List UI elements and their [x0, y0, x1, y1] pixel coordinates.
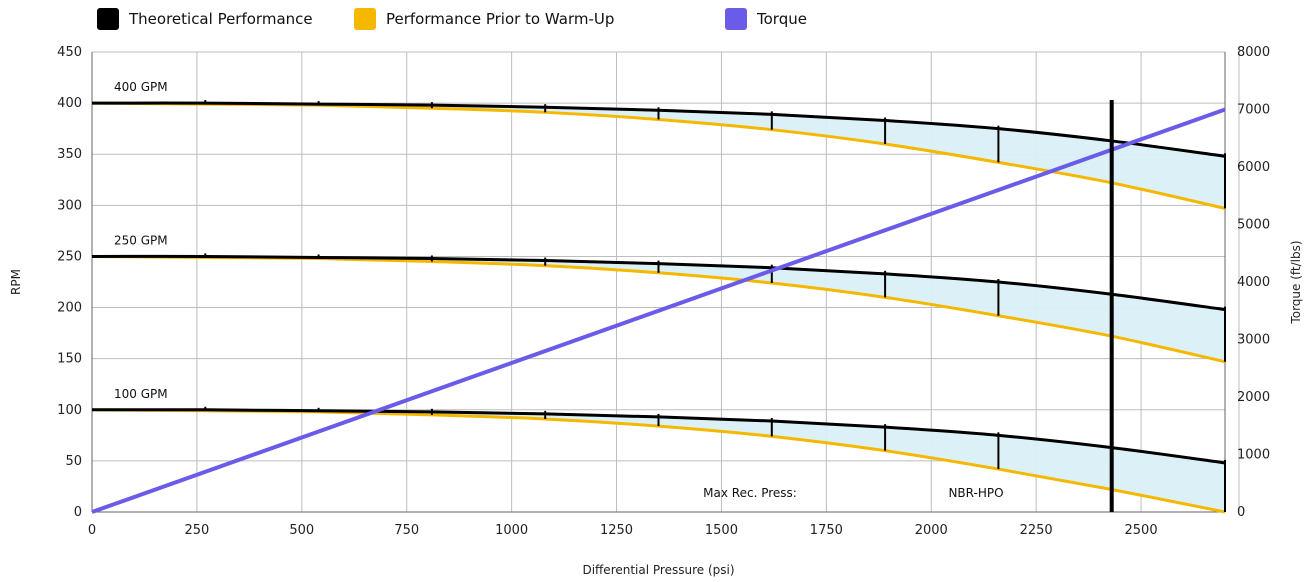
legend-item-theoretical: Theoretical Performance	[97, 8, 313, 30]
y-tick-label: 450	[57, 45, 82, 60]
legend-swatch-prior-warmup	[354, 8, 376, 30]
x-tick-label: 1250	[600, 523, 633, 538]
y-tick-label: 150	[57, 352, 82, 367]
y-axis-title: RPM	[9, 269, 23, 295]
x-tick-label: 2250	[1020, 523, 1053, 538]
y-tick-label: 400	[57, 96, 82, 111]
x-tick-label: 500	[289, 523, 314, 538]
y2-tick-label: 6000	[1237, 160, 1270, 175]
x-tick-label: 0	[88, 523, 96, 538]
y-tick-label: 300	[57, 198, 82, 213]
flow-label: 250 GPM	[114, 233, 168, 247]
x-tick-label: 250	[184, 523, 209, 538]
legend-label-prior-warmup: Performance Prior to Warm-Up	[386, 10, 615, 28]
y-tick-label: 50	[65, 454, 82, 469]
y-tick-label: 200	[57, 301, 82, 316]
y2-tick-label: 1000	[1237, 448, 1270, 463]
y2-tick-label: 7000	[1237, 103, 1270, 118]
y-tick-label: 350	[57, 147, 82, 162]
max-rec-press-tag: NBR-HPO	[948, 486, 1003, 500]
y2-tick-label: 0	[1237, 505, 1245, 520]
legend-item-torque: Torque	[725, 8, 807, 30]
performance-gap-fill	[92, 103, 1225, 209]
legend: Theoretical Performance Performance Prio…	[0, 8, 1310, 36]
y-tick-label: 0	[74, 505, 82, 520]
legend-swatch-theoretical	[97, 8, 119, 30]
y2-tick-label: 2000	[1237, 390, 1270, 405]
flow-label: 100 GPM	[114, 387, 168, 401]
legend-item-prior-warmup: Performance Prior to Warm-Up	[354, 8, 614, 30]
legend-swatch-torque	[725, 8, 747, 30]
x-tick-label: 1500	[705, 523, 738, 538]
y2-tick-label: 3000	[1237, 333, 1270, 348]
max-rec-press-label: Max Rec. Press:	[703, 486, 797, 500]
y-tick-label: 100	[57, 403, 82, 418]
flow-label: 400 GPM	[114, 80, 168, 94]
legend-label-theoretical: Theoretical Performance	[129, 10, 313, 28]
y2-tick-label: 5000	[1237, 218, 1270, 233]
torque-line	[91, 107, 1226, 514]
x-tick-label: 750	[394, 523, 419, 538]
y-tick-label: 250	[57, 249, 82, 264]
x-tick-label: 1750	[810, 523, 843, 538]
performance-gap-fill	[92, 256, 1225, 362]
performance-gap-fill	[92, 409, 1225, 512]
y2-axis-title: Torque (ft/lbs)	[1289, 240, 1303, 324]
x-tick-label: 2500	[1125, 523, 1158, 538]
y2-tick-label: 4000	[1237, 275, 1270, 290]
x-tick-label: 1000	[495, 523, 528, 538]
y2-tick-label: 8000	[1237, 45, 1270, 60]
legend-label-torque: Torque	[757, 10, 807, 28]
x-axis-title: Differential Pressure (psi)	[582, 563, 734, 577]
x-tick-label: 2000	[915, 523, 948, 538]
